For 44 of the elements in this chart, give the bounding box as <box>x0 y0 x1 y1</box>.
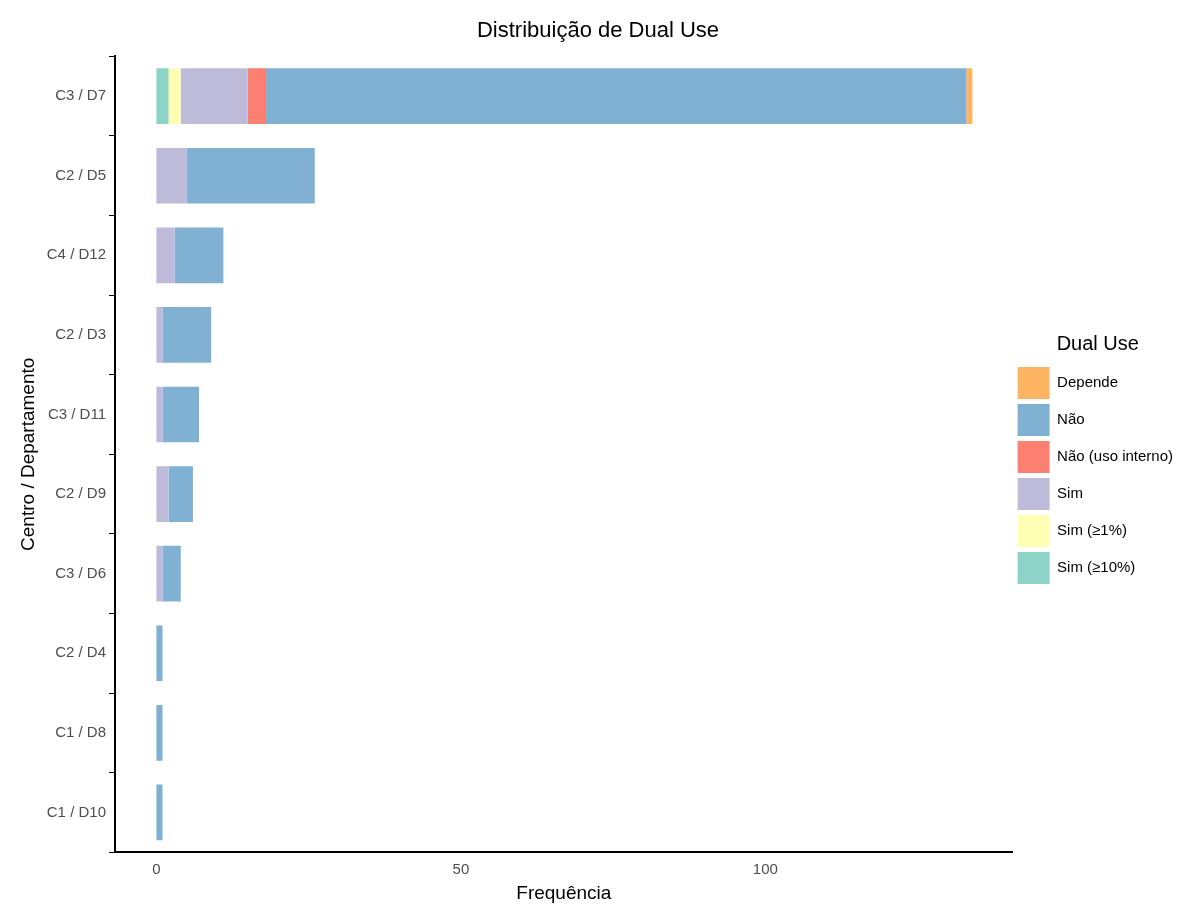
y-tick-label: C2 / D9 <box>55 484 106 502</box>
bar <box>180 68 248 125</box>
y-tick-label: C3 / D7 <box>55 86 106 104</box>
y-tick-label: C3 / D11 <box>47 404 106 422</box>
bar <box>186 147 315 204</box>
y-tick-label: C1 / D10 <box>46 802 106 820</box>
bar <box>168 68 181 125</box>
legend-label: Sim (≥1%) <box>1057 521 1128 539</box>
y-tick-label: C1 / D8 <box>55 722 106 740</box>
bar <box>162 386 200 443</box>
bar <box>247 68 267 125</box>
bar <box>174 227 224 284</box>
bar <box>168 466 193 522</box>
bar <box>156 147 187 204</box>
legend-label: Sim (≥10%) <box>1057 558 1136 576</box>
legend-label: Não <box>1057 410 1085 428</box>
x-tick-label: 0 <box>152 860 161 878</box>
chart-title: Distribuição de Dual Use <box>476 17 720 43</box>
legend-label: Sim <box>1057 484 1083 502</box>
x-axis-title: Frequência <box>516 881 612 903</box>
x-tick-label: 50 <box>452 860 470 878</box>
legend-label: Depende <box>1057 373 1118 391</box>
x-tick-label: 100 <box>752 860 778 878</box>
bar <box>156 704 163 761</box>
bar <box>966 68 973 125</box>
bar <box>156 466 169 522</box>
bar <box>156 227 175 284</box>
bar <box>266 68 967 125</box>
bar <box>156 784 163 841</box>
bar <box>162 307 212 363</box>
y-tick-label: C2 / D5 <box>55 165 106 183</box>
y-tick-label: C4 / D12 <box>46 245 106 263</box>
bar <box>156 625 163 682</box>
y-tick-label: C2 / D3 <box>55 325 106 343</box>
bar <box>156 68 169 125</box>
y-tick-label: C3 / D6 <box>55 563 106 581</box>
y-axis-title: Centro / Departamento <box>16 357 38 551</box>
bar <box>156 386 163 443</box>
y-tick-label: C2 / D4 <box>55 643 106 661</box>
legend-label: Não (uso interno) <box>1057 447 1174 465</box>
legend-title: Dual Use <box>1056 331 1139 354</box>
bar <box>162 545 181 602</box>
bar <box>156 307 163 363</box>
bar <box>156 545 163 602</box>
